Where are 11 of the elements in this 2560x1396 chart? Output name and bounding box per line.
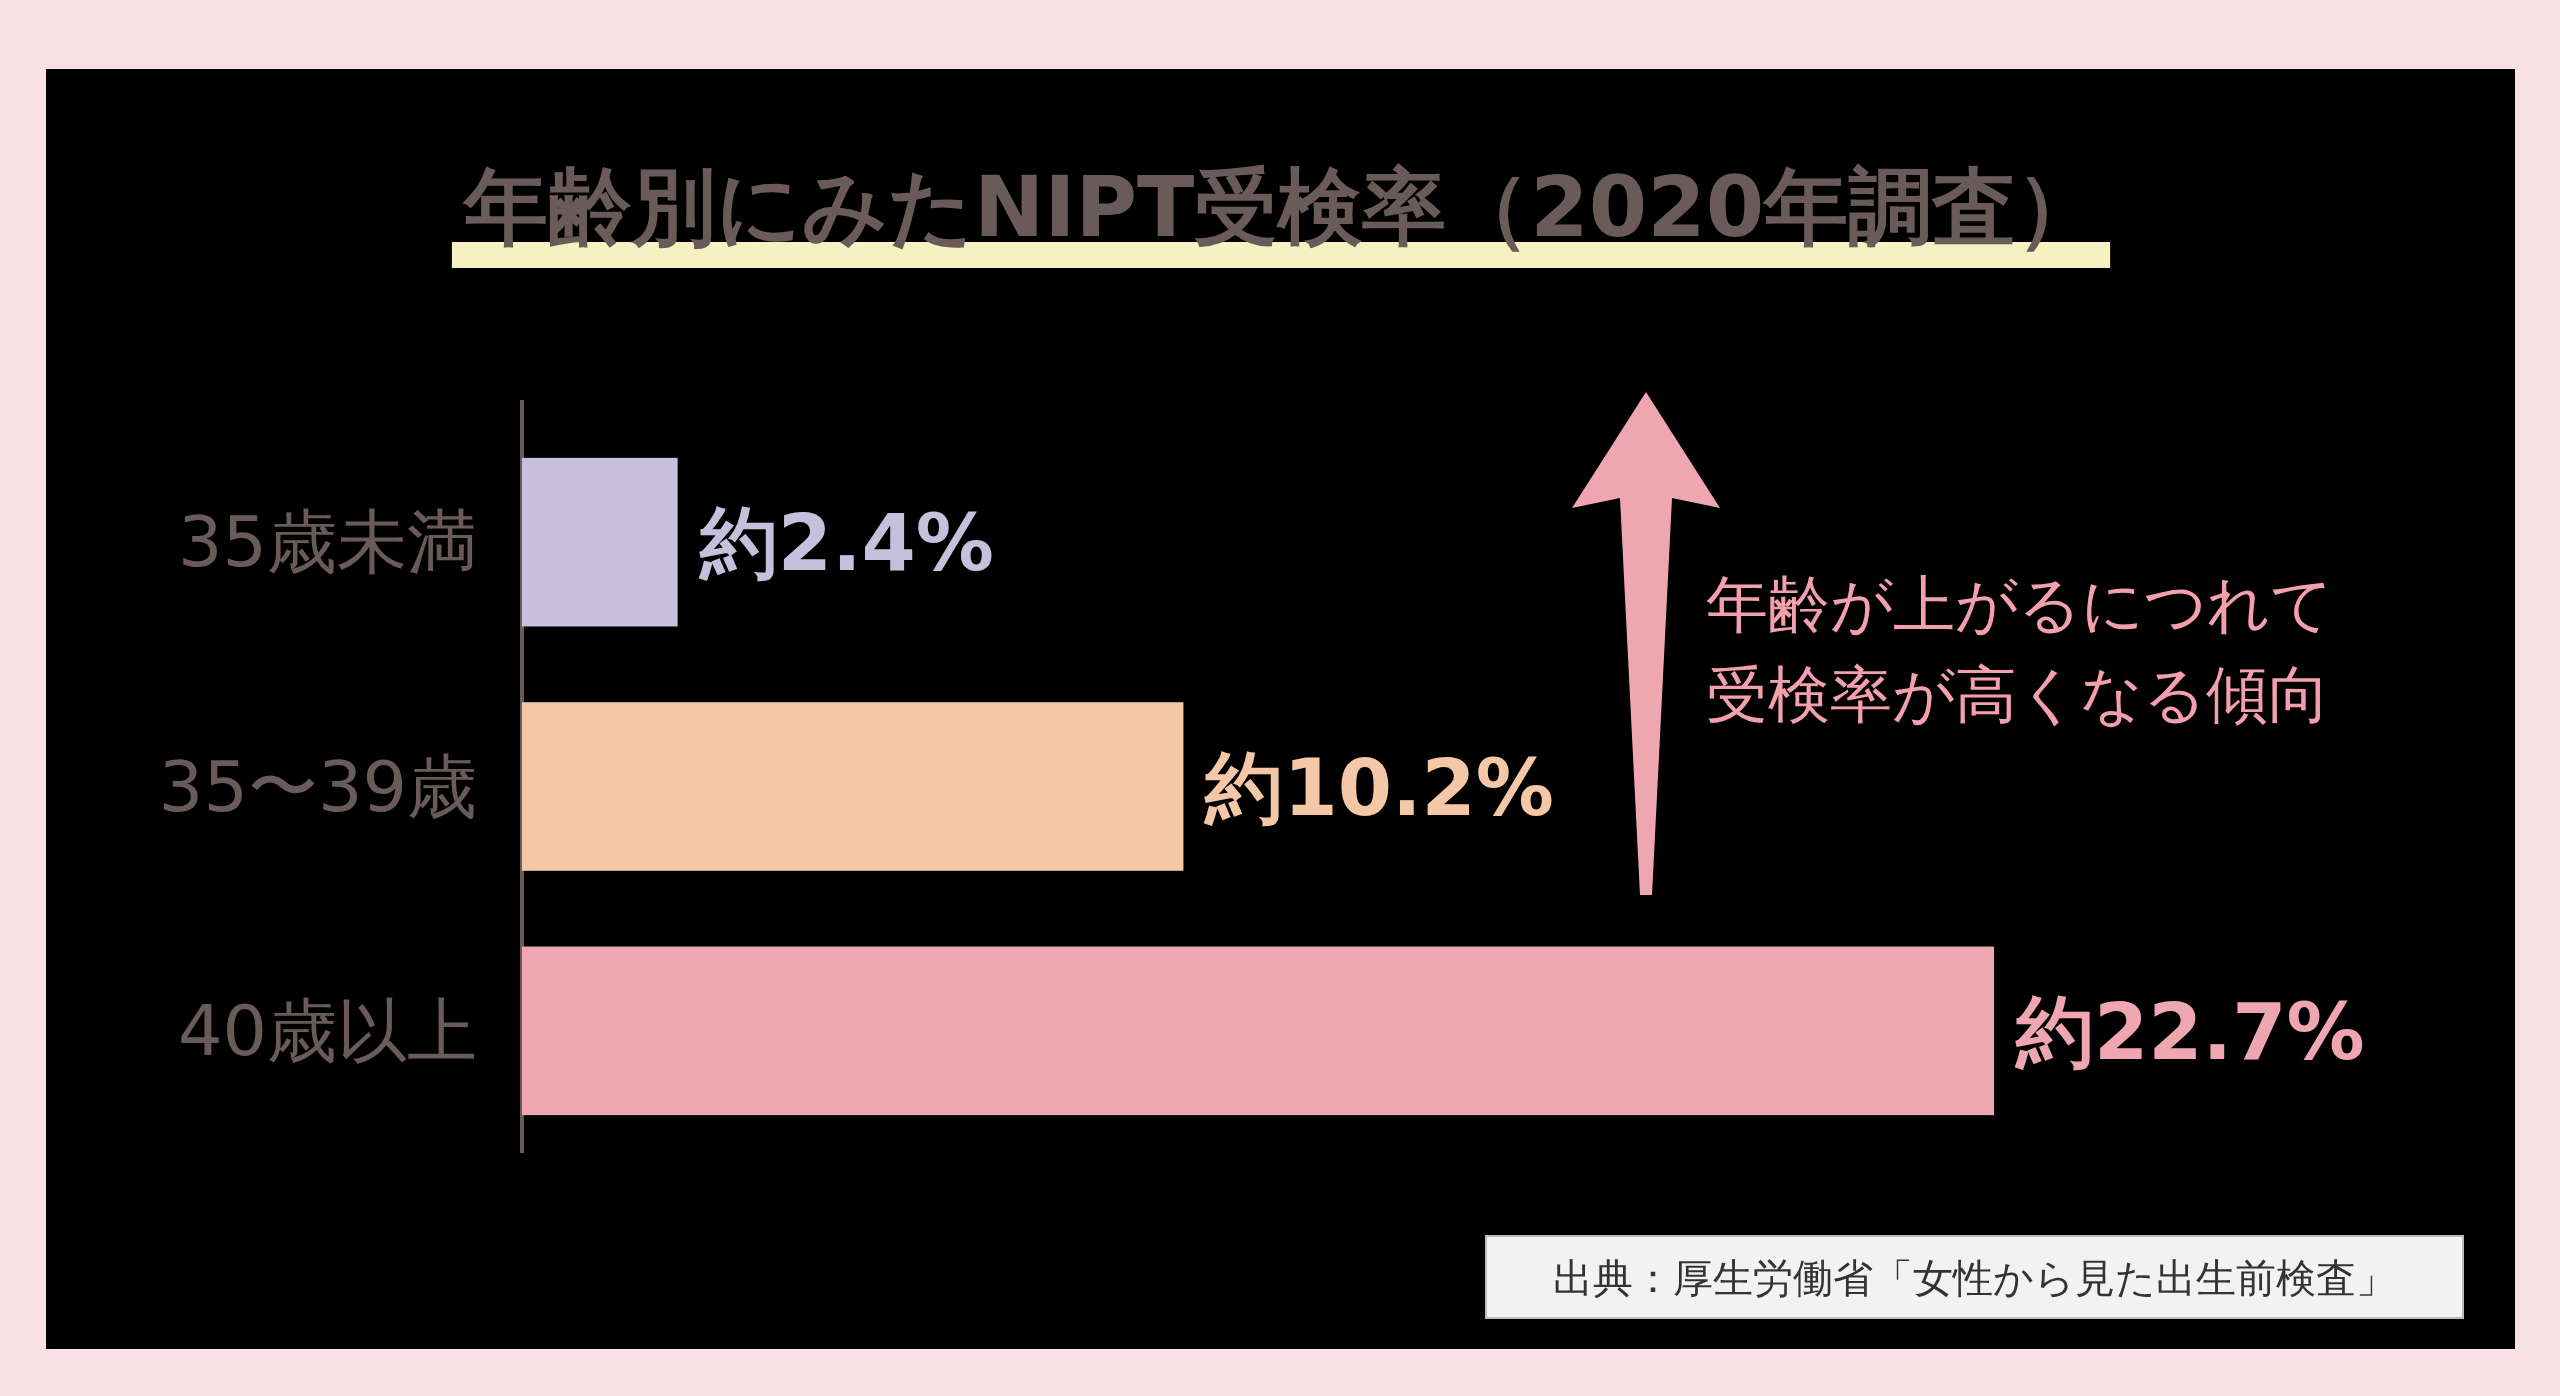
value-label: 約10.2% xyxy=(1205,742,1555,833)
category-label: 40歳以上 xyxy=(177,989,477,1072)
source: 出典：厚生労働省「女性から見た出生前検査」 xyxy=(1485,1235,2464,1319)
value-label: 約2.4% xyxy=(699,498,994,589)
title: 年齢別にみたNIPT受検率（2020年調査） xyxy=(451,158,2111,268)
category-label: 35歳未満 xyxy=(177,501,477,584)
annotation: 受検率が高くなる傾向 xyxy=(1706,658,2330,731)
annotation: 年齢が上がるにつれて xyxy=(1706,568,2333,641)
value-label: 約22.7% xyxy=(2016,986,2365,1077)
source-note: 出典：厚生労働省「女性から見た出生前検査」 xyxy=(1552,1255,2396,1301)
category-label: 35〜39歳 xyxy=(158,745,477,828)
